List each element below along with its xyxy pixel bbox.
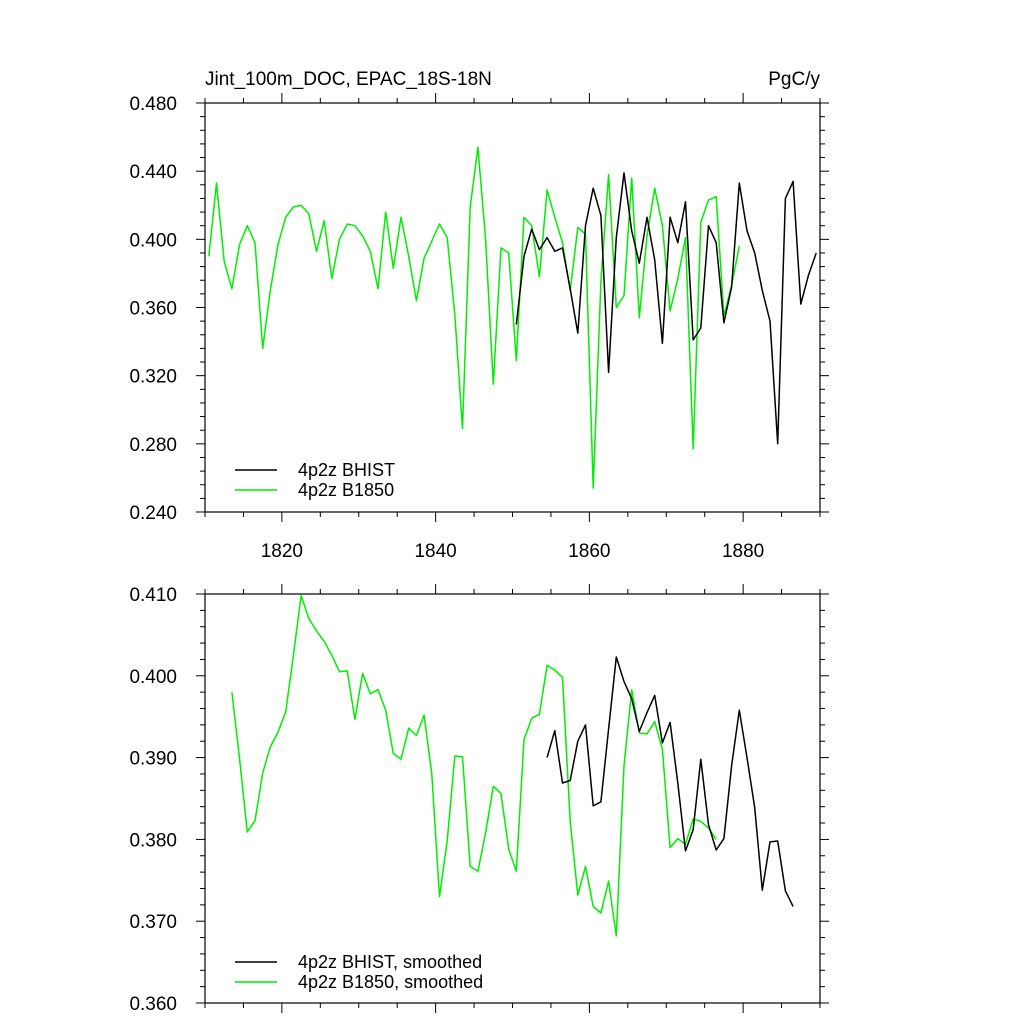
bottom-ytick-label: 0.360 <box>129 994 177 1015</box>
top-xtick-label: 1880 <box>722 541 764 562</box>
bottom-legend-label-bhist: 4p2z BHIST, smoothed <box>298 952 482 972</box>
bottom-ytick-label: 0.380 <box>129 830 177 851</box>
top-xtick-label: 1860 <box>568 541 610 562</box>
top-legend: 4p2z BHIST 4p2z B1850 <box>235 460 395 500</box>
top-series-line-b1850 <box>208 146 741 489</box>
top-ytick-label: 0.360 <box>129 299 177 320</box>
top-ytick-label: 0.240 <box>129 503 177 524</box>
bottom-ytick-label: 0.400 <box>129 667 177 688</box>
bottom-ytick-label: 0.390 <box>129 749 177 770</box>
top-series-line-bhist <box>515 172 817 445</box>
top-xtick-label: 1840 <box>414 541 456 562</box>
bottom-series-line-b1850 <box>231 594 717 937</box>
top-chart-title: Jint_100m_DOC, EPAC_18S-18N <box>205 69 492 90</box>
top-ytick-label: 0.320 <box>129 367 177 388</box>
top-panel: Jint_100m_DOC, EPAC_18S-18N PgC/y 0.240 0… <box>129 69 829 562</box>
top-ytick-label: 0.280 <box>129 435 177 456</box>
top-ytick-label: 0.480 <box>129 94 177 115</box>
bottom-legend-label-b1850: 4p2z B1850, smoothed <box>298 972 483 992</box>
top-xtick-label: 1820 <box>261 541 303 562</box>
top-legend-label-bhist: 4p2z BHIST <box>298 460 395 480</box>
bottom-ytick-label: 0.410 <box>129 585 177 606</box>
top-chart-units: PgC/y <box>768 69 820 90</box>
bottom-series-line-bhist <box>546 656 794 907</box>
top-ytick-label: 0.400 <box>129 230 177 251</box>
top-legend-label-b1850: 4p2z B1850 <box>298 480 394 500</box>
top-ytick-label: 0.440 <box>129 162 177 183</box>
bottom-panel: 0.360 0.370 0.380 0.390 0.400 0.410 4p2z BHIS… <box>129 584 829 1015</box>
bottom-legend: 4p2z BHIST, smoothed 4p2z B1850, smoothe… <box>235 952 483 992</box>
bottom-ytick-label: 0.370 <box>129 912 177 933</box>
